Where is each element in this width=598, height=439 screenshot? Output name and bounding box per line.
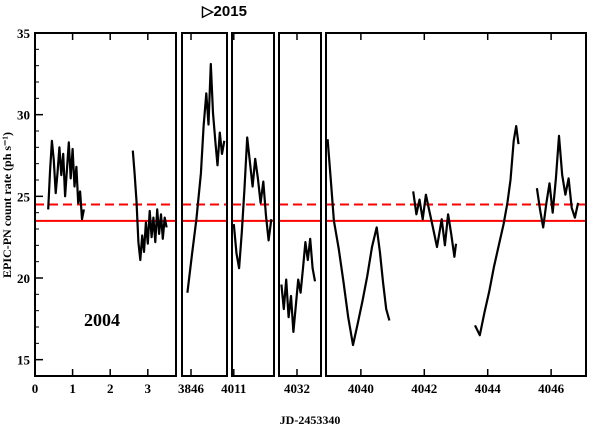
x-tick-label: 4032 — [284, 381, 310, 396]
panel-data — [186, 62, 226, 293]
panel-data — [280, 237, 317, 333]
panel-5: 4040 4042 4044 4046 — [325, 32, 587, 396]
panel-data — [47, 139, 168, 262]
panel-data — [232, 136, 273, 270]
data-series-segment — [326, 139, 391, 347]
panel-frame — [325, 32, 587, 377]
data-series-segment — [131, 150, 168, 262]
data-series-segment — [280, 237, 317, 333]
annotation-2015: ▷2015 — [201, 3, 247, 20]
y-axis: 15 20 25 30 35 — [17, 26, 43, 368]
panel-4: 4032 — [278, 32, 322, 396]
panel-data — [326, 124, 580, 347]
y-tick-label: 35 — [17, 26, 31, 41]
data-series-segment — [186, 62, 226, 293]
x-tick-label: 4042 — [411, 381, 437, 396]
panel-3: 4011 — [221, 32, 275, 396]
x-tick-label: 1 — [69, 381, 76, 396]
data-series-segment — [232, 136, 273, 270]
panel-frame — [181, 32, 228, 377]
panel-1: 0 1 2 3 — [32, 32, 177, 396]
panel-frame — [34, 32, 177, 377]
x-tick-label: 4044 — [475, 381, 502, 396]
x-tick-label: 4046 — [538, 381, 565, 396]
y-tick-label: 20 — [17, 271, 30, 286]
y-axis-label: EPIC-PN count rate (ph s⁻¹) — [0, 132, 14, 278]
y-tick-label: 25 — [17, 189, 31, 204]
panel-2: 3846 — [178, 32, 228, 396]
panels-layer: 0 1 2 3 3846 4011 4032 4040 4042 4044 4046 15 20 25 30… — [17, 26, 587, 396]
panel-frame — [278, 32, 322, 377]
data-series-segment — [412, 191, 458, 258]
x-tick-label: 4011 — [221, 381, 246, 396]
panel-frame — [231, 32, 275, 377]
x-tick-label: 0 — [32, 381, 39, 396]
annotation-2004: 2004 — [84, 310, 120, 330]
y-tick-label: 15 — [17, 353, 31, 368]
data-series-segment — [535, 134, 580, 229]
y-tick-label: 30 — [17, 108, 30, 123]
x-tick-label: 3 — [145, 381, 152, 396]
x-tick-label: 3846 — [178, 381, 205, 396]
x-axis-label: JD-2453340 — [280, 413, 341, 427]
x-tick-label: 2 — [107, 381, 114, 396]
data-series-segment — [474, 124, 520, 337]
data-series-segment — [47, 139, 85, 221]
x-tick-label: 4040 — [348, 381, 374, 396]
